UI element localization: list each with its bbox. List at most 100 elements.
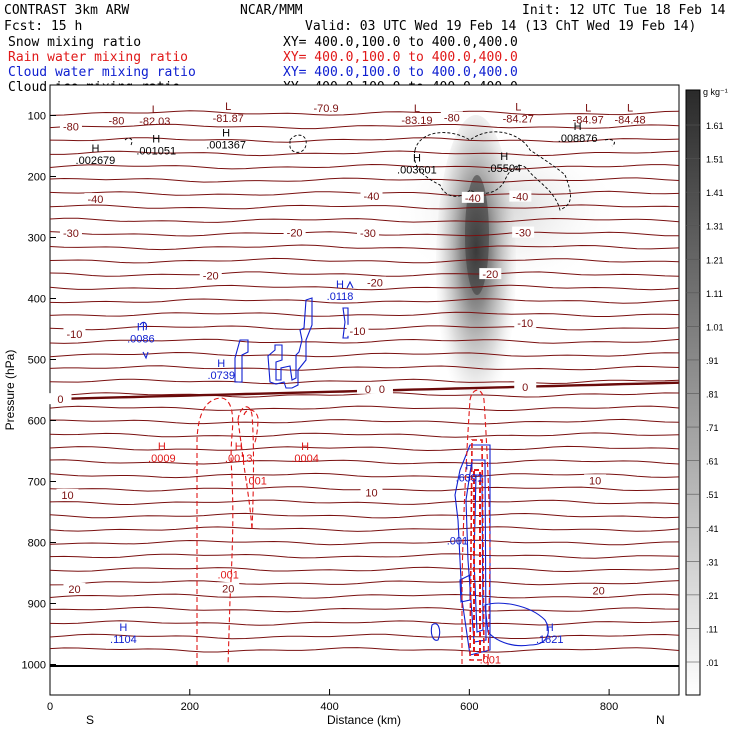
extremum-high: H.001051 xyxy=(136,133,176,157)
contour-label-bg xyxy=(584,474,607,486)
temperature-contour-line xyxy=(50,204,679,210)
extremum-high: H.0086 xyxy=(127,321,155,345)
contour-label: -40 xyxy=(87,194,103,206)
rain-water-contour xyxy=(473,469,481,656)
extremum-value: -82.03 xyxy=(139,116,170,128)
contour-label-bg xyxy=(63,582,86,594)
y-tick-label: 400 xyxy=(28,294,46,306)
contour-label: -40 xyxy=(512,192,528,204)
extremum-high: H.0739 xyxy=(207,358,235,382)
contour-label: -80 xyxy=(444,112,460,124)
contour-label-bg xyxy=(370,382,393,394)
extremum-high: H.0009 xyxy=(148,441,176,465)
cloud-water-contour xyxy=(342,307,349,339)
temperature-contour-line xyxy=(50,244,679,251)
contour-label: 20 xyxy=(593,586,605,598)
colorbar-label: .21 xyxy=(706,591,719,601)
temperature-contour-line xyxy=(50,284,679,291)
contour-label-bg xyxy=(514,380,537,392)
y-tick-label: 800 xyxy=(28,538,46,550)
contour-label-bg xyxy=(84,193,107,205)
colorbar-label: .61 xyxy=(706,457,719,467)
contour-label-bg xyxy=(479,268,502,280)
contour-label-bg xyxy=(105,114,128,126)
y-axis-title: Pressure (hPa) xyxy=(3,350,17,431)
contour-label: -80 xyxy=(108,115,124,127)
extremum-high: H.0013 xyxy=(225,441,253,465)
extremum-kind: H xyxy=(137,321,145,333)
extremum-value: .05504 xyxy=(487,163,521,175)
y-tick-label: 900 xyxy=(28,599,46,611)
extremum-low: L-81.87 xyxy=(213,101,244,125)
field-name: Rain water mixing ratio xyxy=(8,50,188,65)
y-tick-label: 700 xyxy=(28,477,46,489)
extremum-kind: H xyxy=(500,151,508,163)
colorbar-label: 1.51 xyxy=(706,155,724,165)
extremum-low: L-84.97 xyxy=(573,102,604,126)
cloud-water-contour xyxy=(234,339,249,383)
contour-label-bg xyxy=(56,488,79,500)
contour-label-bg xyxy=(315,102,338,114)
contour-label-bg xyxy=(63,327,86,339)
temperature-contour-line xyxy=(50,418,679,425)
colorbar-label: 1.31 xyxy=(706,222,724,232)
contour-label: -20 xyxy=(482,269,498,281)
rain-water-contours xyxy=(196,389,491,667)
contour-label: -20 xyxy=(203,270,219,282)
temperature-contour-line xyxy=(50,150,679,157)
extremum-value: -84.48 xyxy=(614,114,645,126)
contour-label: -20 xyxy=(367,278,383,290)
header-valid: Valid: 03 UTC Wed 19 Feb 14 (13 ChT Wed … xyxy=(305,19,696,34)
contour-label-bg xyxy=(360,190,383,202)
extremum-low: L-84.27 xyxy=(503,102,534,126)
extremum-value: -83.19 xyxy=(401,115,432,127)
extremum-kind: H xyxy=(119,622,127,634)
field-name: Cloud water mixing ratio xyxy=(8,65,196,80)
contour-label-bg xyxy=(363,276,386,288)
contour-label: -10 xyxy=(350,326,366,338)
contour-label: 20 xyxy=(222,583,234,595)
y-tick-label: 200 xyxy=(28,172,46,184)
cloud-ice-contour xyxy=(604,139,615,147)
x-tick-label: 600 xyxy=(460,701,478,713)
rain-contour-label: .001 xyxy=(245,476,266,488)
rain-labels: .001 .001 .001 xyxy=(218,476,502,667)
extremum-kind: H xyxy=(546,622,554,634)
temperature-contour-line xyxy=(50,647,679,653)
temperature-contour-line xyxy=(50,217,679,223)
cloud-water-contour xyxy=(484,602,549,647)
extremum-value: .0739 xyxy=(207,370,235,382)
colorbar-bar xyxy=(685,89,701,696)
x-axis-title: Distance (km) xyxy=(327,713,401,727)
extremum-high: H.008876 xyxy=(558,121,598,145)
temperature-contour-line xyxy=(50,472,679,479)
extremum-kind: H xyxy=(301,441,309,453)
extremum-kind: H xyxy=(91,143,99,155)
colorbar-label: .31 xyxy=(706,557,719,567)
y-axis: 100 200 300 400 500 600 700 800 900 1000 xyxy=(22,111,56,672)
temperature-contour-line xyxy=(50,137,679,143)
extremum-high: H.001367 xyxy=(206,127,246,151)
temperature-contour-line xyxy=(50,378,679,385)
colorbar-label: .91 xyxy=(706,356,719,366)
extremum-value: -84.97 xyxy=(573,114,604,126)
extremum-kind: H xyxy=(235,441,243,453)
contour-label: 0 xyxy=(379,384,385,396)
extremum-value: .0004 xyxy=(291,453,319,465)
colorbar: g kg⁻¹ 1.61 1.51 1.41 1.31 1.21 1.11 1.01 .91 .8… xyxy=(685,87,728,696)
extremum-kind: L xyxy=(585,102,591,114)
contour-label-bg xyxy=(509,190,532,202)
contour-label: 10 xyxy=(589,475,601,487)
field-xy: XY= 400.0,100.0 to 400.0,400.0 xyxy=(283,35,518,50)
extremum-high: H.1104 xyxy=(110,622,137,646)
cloud-contour-label: .001 xyxy=(447,535,468,547)
extremum-value: .1821 xyxy=(536,634,564,646)
colorbar-label: .41 xyxy=(706,524,719,534)
temperature-contour-line xyxy=(50,580,679,586)
extremum-value: -84.27 xyxy=(503,114,534,126)
colorbar-unit: g kg⁻¹ xyxy=(703,87,728,97)
temperature-contour-line xyxy=(50,512,679,519)
extremum-value: .0118 xyxy=(327,291,354,303)
contour-label-bg xyxy=(587,584,610,596)
